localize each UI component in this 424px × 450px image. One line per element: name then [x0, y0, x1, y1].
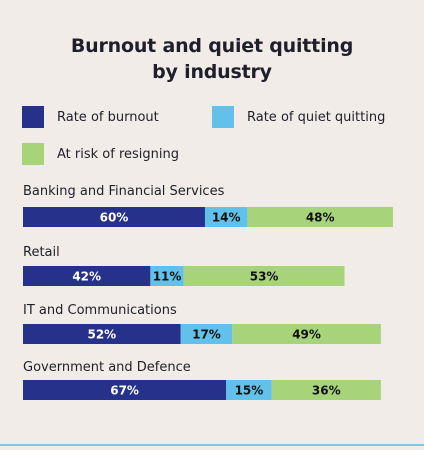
legend-label-resigning: At risk of resigning: [57, 146, 179, 162]
bar-label-burnout-1: 42%: [72, 270, 101, 284]
legend-item-quiet-quitting: Rate of quiet quitting: [212, 106, 385, 128]
bottom-divider: [0, 444, 424, 446]
chart-title-line-2: by industry: [152, 61, 272, 83]
bar-burnout-3: [23, 380, 227, 400]
bar-resigning-0: [247, 207, 393, 227]
bar-quiet-quitting-0: [204, 207, 248, 227]
category-label-government: Government and Defence: [23, 360, 191, 375]
bar-quiet-quitting-1: [150, 266, 184, 286]
bar-label-quiet-quitting-3: 15%: [235, 384, 264, 398]
category-label-it: IT and Communications: [23, 303, 177, 318]
category-label-banking: Banking and Financial Services: [23, 184, 225, 199]
legend-item-resigning: At risk of resigning: [22, 143, 179, 165]
bar-burnout-2: [23, 324, 181, 344]
category-label-retail: Retail: [23, 245, 60, 260]
legend-item-burnout: Rate of burnout: [22, 106, 159, 128]
bar-quiet-quitting-2: [180, 324, 233, 344]
legend-label-burnout: Rate of burnout: [57, 109, 159, 125]
bar-label-quiet-quitting-0: 14%: [212, 211, 241, 225]
bar-label-burnout-0: 60%: [100, 211, 129, 225]
bar-resigning-1: [183, 266, 345, 286]
legend: Rate of burnout Rate of quiet quitting A…: [0, 0, 424, 180]
bar-label-resigning-3: 36%: [312, 384, 341, 398]
bar-label-burnout-3: 67%: [110, 384, 139, 398]
legend-label-quiet-quitting: Rate of quiet quitting: [247, 109, 386, 125]
bar-burnout-1: [23, 266, 151, 286]
legend-swatch-quiet-quitting: [212, 106, 234, 128]
bar-label-quiet-quitting-2: 17%: [192, 328, 221, 342]
bar-label-resigning-2: 49%: [292, 328, 321, 342]
bar-quiet-quitting-3: [226, 380, 272, 400]
bar-resigning-3: [271, 380, 381, 400]
bar-label-resigning-1: 53%: [250, 270, 279, 284]
bar-resigning-2: [232, 324, 381, 344]
chart-title: Burnout and quiet quitting by industry: [0, 33, 424, 85]
bar-label-resigning-0: 48%: [306, 211, 335, 225]
bar-label-burnout-2: 52%: [87, 328, 116, 342]
legend-swatch-resigning: [22, 143, 44, 165]
legend-swatch-burnout: [22, 106, 44, 128]
bar-burnout-0: [23, 207, 205, 227]
bar-label-quiet-quitting-1: 11%: [153, 270, 182, 284]
chart-title-line-1: Burnout and quiet quitting: [70, 35, 354, 57]
